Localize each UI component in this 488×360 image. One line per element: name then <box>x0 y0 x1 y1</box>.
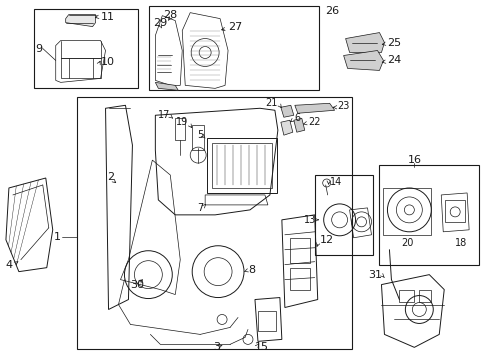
Bar <box>289 238 309 263</box>
Bar <box>149 6 318 90</box>
Polygon shape <box>293 118 304 132</box>
Bar <box>444 200 464 222</box>
Text: 17: 17 <box>158 110 170 120</box>
Bar <box>34 9 138 88</box>
Text: 16: 16 <box>407 155 421 165</box>
Text: 24: 24 <box>386 55 401 66</box>
Polygon shape <box>294 103 334 113</box>
Text: 5: 5 <box>197 130 203 140</box>
Polygon shape <box>345 32 384 53</box>
Text: 19: 19 <box>176 117 188 127</box>
Text: 9: 9 <box>35 44 42 54</box>
Text: 22: 22 <box>307 117 320 127</box>
Text: 3: 3 <box>213 342 220 352</box>
Bar <box>379 165 478 265</box>
Text: 26: 26 <box>324 6 338 15</box>
Text: 11: 11 <box>101 12 114 22</box>
Polygon shape <box>65 15 95 27</box>
Bar <box>314 175 372 255</box>
Text: 28: 28 <box>163 10 177 20</box>
Text: 15: 15 <box>254 342 268 352</box>
Text: 7: 7 <box>197 203 203 213</box>
Polygon shape <box>343 50 383 71</box>
Polygon shape <box>280 120 292 135</box>
Text: 25: 25 <box>386 37 401 48</box>
Text: 21: 21 <box>265 98 277 108</box>
Bar <box>207 138 276 193</box>
Bar <box>212 143 271 188</box>
Bar <box>192 125 203 150</box>
Text: 23: 23 <box>337 101 349 111</box>
Text: 13: 13 <box>303 215 315 225</box>
Text: 6: 6 <box>294 113 300 123</box>
Bar <box>258 311 275 332</box>
Text: 27: 27 <box>227 22 242 32</box>
Text: 30: 30 <box>130 280 144 289</box>
Bar <box>77 97 351 349</box>
Bar <box>175 118 185 140</box>
Text: 4: 4 <box>6 260 13 270</box>
Text: 12: 12 <box>319 235 333 245</box>
Text: 31: 31 <box>368 270 382 280</box>
Polygon shape <box>155 82 178 90</box>
Text: 8: 8 <box>247 265 255 275</box>
Text: 10: 10 <box>101 58 114 67</box>
Bar <box>419 289 430 302</box>
Text: 20: 20 <box>400 238 413 248</box>
Text: 2: 2 <box>107 172 114 182</box>
Text: 14: 14 <box>329 177 341 187</box>
Bar <box>289 268 309 289</box>
Bar <box>399 289 413 302</box>
Text: 1: 1 <box>54 232 61 242</box>
Text: 29: 29 <box>153 18 167 28</box>
Text: 18: 18 <box>454 238 467 248</box>
Polygon shape <box>280 105 293 117</box>
